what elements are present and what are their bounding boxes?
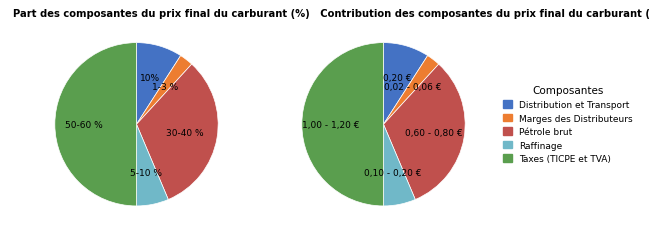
Text: 0,02 - 0,06 €: 0,02 - 0,06 € bbox=[384, 83, 441, 92]
Text: 10%: 10% bbox=[140, 73, 161, 82]
Text: 0,60 - 0,80 €: 0,60 - 0,80 € bbox=[404, 129, 462, 138]
Text: 0,10 - 0,20 €: 0,10 - 0,20 € bbox=[365, 168, 422, 177]
Text: 50-60 %: 50-60 % bbox=[64, 120, 102, 129]
Text: 5-10 %: 5-10 % bbox=[130, 168, 162, 177]
Wedge shape bbox=[136, 43, 181, 125]
Wedge shape bbox=[136, 56, 192, 125]
Wedge shape bbox=[384, 43, 428, 125]
Wedge shape bbox=[384, 65, 465, 200]
Text: 30-40 %: 30-40 % bbox=[166, 129, 203, 137]
Text: Part des composantes du prix final du carburant (%)   Contribution des composant: Part des composantes du prix final du ca… bbox=[13, 9, 650, 19]
Legend: Distribution et Transport, Marges des Distributeurs, Pétrole brut, Raffinage, Ta: Distribution et Transport, Marges des Di… bbox=[500, 83, 636, 166]
Wedge shape bbox=[302, 43, 384, 206]
Text: 1-3 %: 1-3 % bbox=[152, 83, 179, 92]
Text: 0,20 €: 0,20 € bbox=[383, 73, 411, 82]
Text: 1,00 - 1,20 €: 1,00 - 1,20 € bbox=[302, 120, 359, 129]
Wedge shape bbox=[55, 43, 136, 206]
Wedge shape bbox=[136, 65, 218, 200]
Wedge shape bbox=[384, 56, 439, 125]
Wedge shape bbox=[136, 125, 168, 206]
Wedge shape bbox=[384, 125, 415, 206]
